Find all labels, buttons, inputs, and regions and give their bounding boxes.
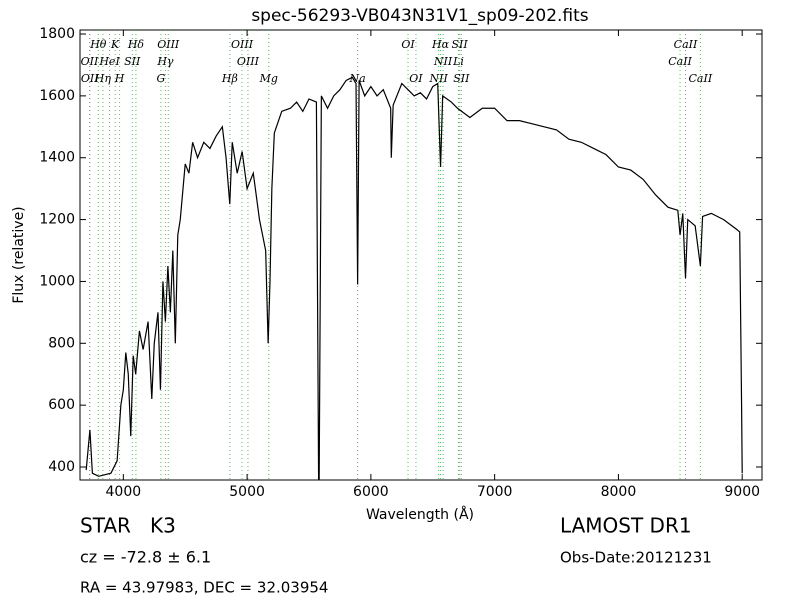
spectral-line-label: Mg [259, 72, 278, 85]
plot-frame [79, 29, 763, 481]
x-tick-label: 5000 [229, 484, 265, 500]
spectral-line-label: Hβ [221, 72, 238, 85]
spectral-line-label: SII [453, 72, 470, 85]
annotation: RA = 43.97983, DEC = 32.03954 [80, 579, 328, 597]
spectral-line-label: SII [124, 55, 141, 68]
y-tick-label: 1400 [39, 150, 75, 166]
spectral-line-label: Hα [431, 38, 450, 51]
spectral-line-label: NII [429, 72, 449, 85]
spectral-line-label: CaII [668, 55, 692, 68]
x-axis-label: Wavelength (Å) [366, 506, 474, 523]
spectral-line-label: CaII [689, 72, 713, 85]
x-tick-label: 4000 [106, 484, 142, 500]
annotation: Obs-Date:20121231 [560, 549, 712, 567]
spectral-line-label: Na [349, 72, 366, 85]
y-axis-label: Flux (relative) [11, 206, 27, 303]
spectrum-line [85, 76, 743, 480]
spectral-line-label: K [110, 38, 120, 51]
y-tick-label: 600 [48, 397, 75, 413]
y-tick-label: 1800 [39, 26, 75, 42]
spectral-line-label: Hθ [89, 38, 107, 51]
spectral-line-label: H [114, 72, 125, 85]
spectral-line-label: G [157, 72, 166, 85]
spectral-line-label: Hη [94, 72, 112, 85]
x-tick-label: 7000 [477, 484, 513, 500]
x-tick-label: 9000 [724, 484, 760, 500]
annotation: cz = -72.8 ± 6.1 [80, 548, 211, 567]
y-tick-label: 1000 [39, 273, 75, 289]
spectral-line-label: OI [409, 72, 423, 85]
plot-area [85, 30, 743, 480]
spectral-line-label: OIII [157, 38, 180, 51]
spectral-line-label: OI [401, 38, 415, 51]
chart-title: spec-56293-VB043N31V1_sp09-202.fits [251, 6, 588, 26]
x-tick-label: 6000 [353, 484, 389, 500]
spectral-line-label: HeI [98, 55, 120, 68]
spectral-line-label: Hγ [156, 55, 174, 68]
annotation: STAR K3 [80, 514, 176, 538]
x-tick-label: 8000 [601, 484, 637, 500]
spectral-line-label: SII [452, 38, 469, 51]
spectral-line-label: CaII [674, 38, 698, 51]
y-tick-label: 800 [48, 335, 75, 351]
spectral-line-label: OII [81, 55, 99, 68]
spectral-line-label: NII [433, 55, 453, 68]
spectral-line-label: OIII [231, 38, 254, 51]
y-tick-label: 400 [48, 459, 75, 475]
spectral-line-label: OII [81, 72, 99, 85]
annotation: LAMOST DR1 [560, 514, 692, 538]
spectral-line-label: Hδ [127, 38, 145, 51]
spectral-line-label: OIII [237, 55, 260, 68]
spectral-line-label: Li [452, 55, 464, 68]
y-tick-label: 1600 [39, 88, 75, 104]
y-tick-label: 1200 [39, 212, 75, 228]
